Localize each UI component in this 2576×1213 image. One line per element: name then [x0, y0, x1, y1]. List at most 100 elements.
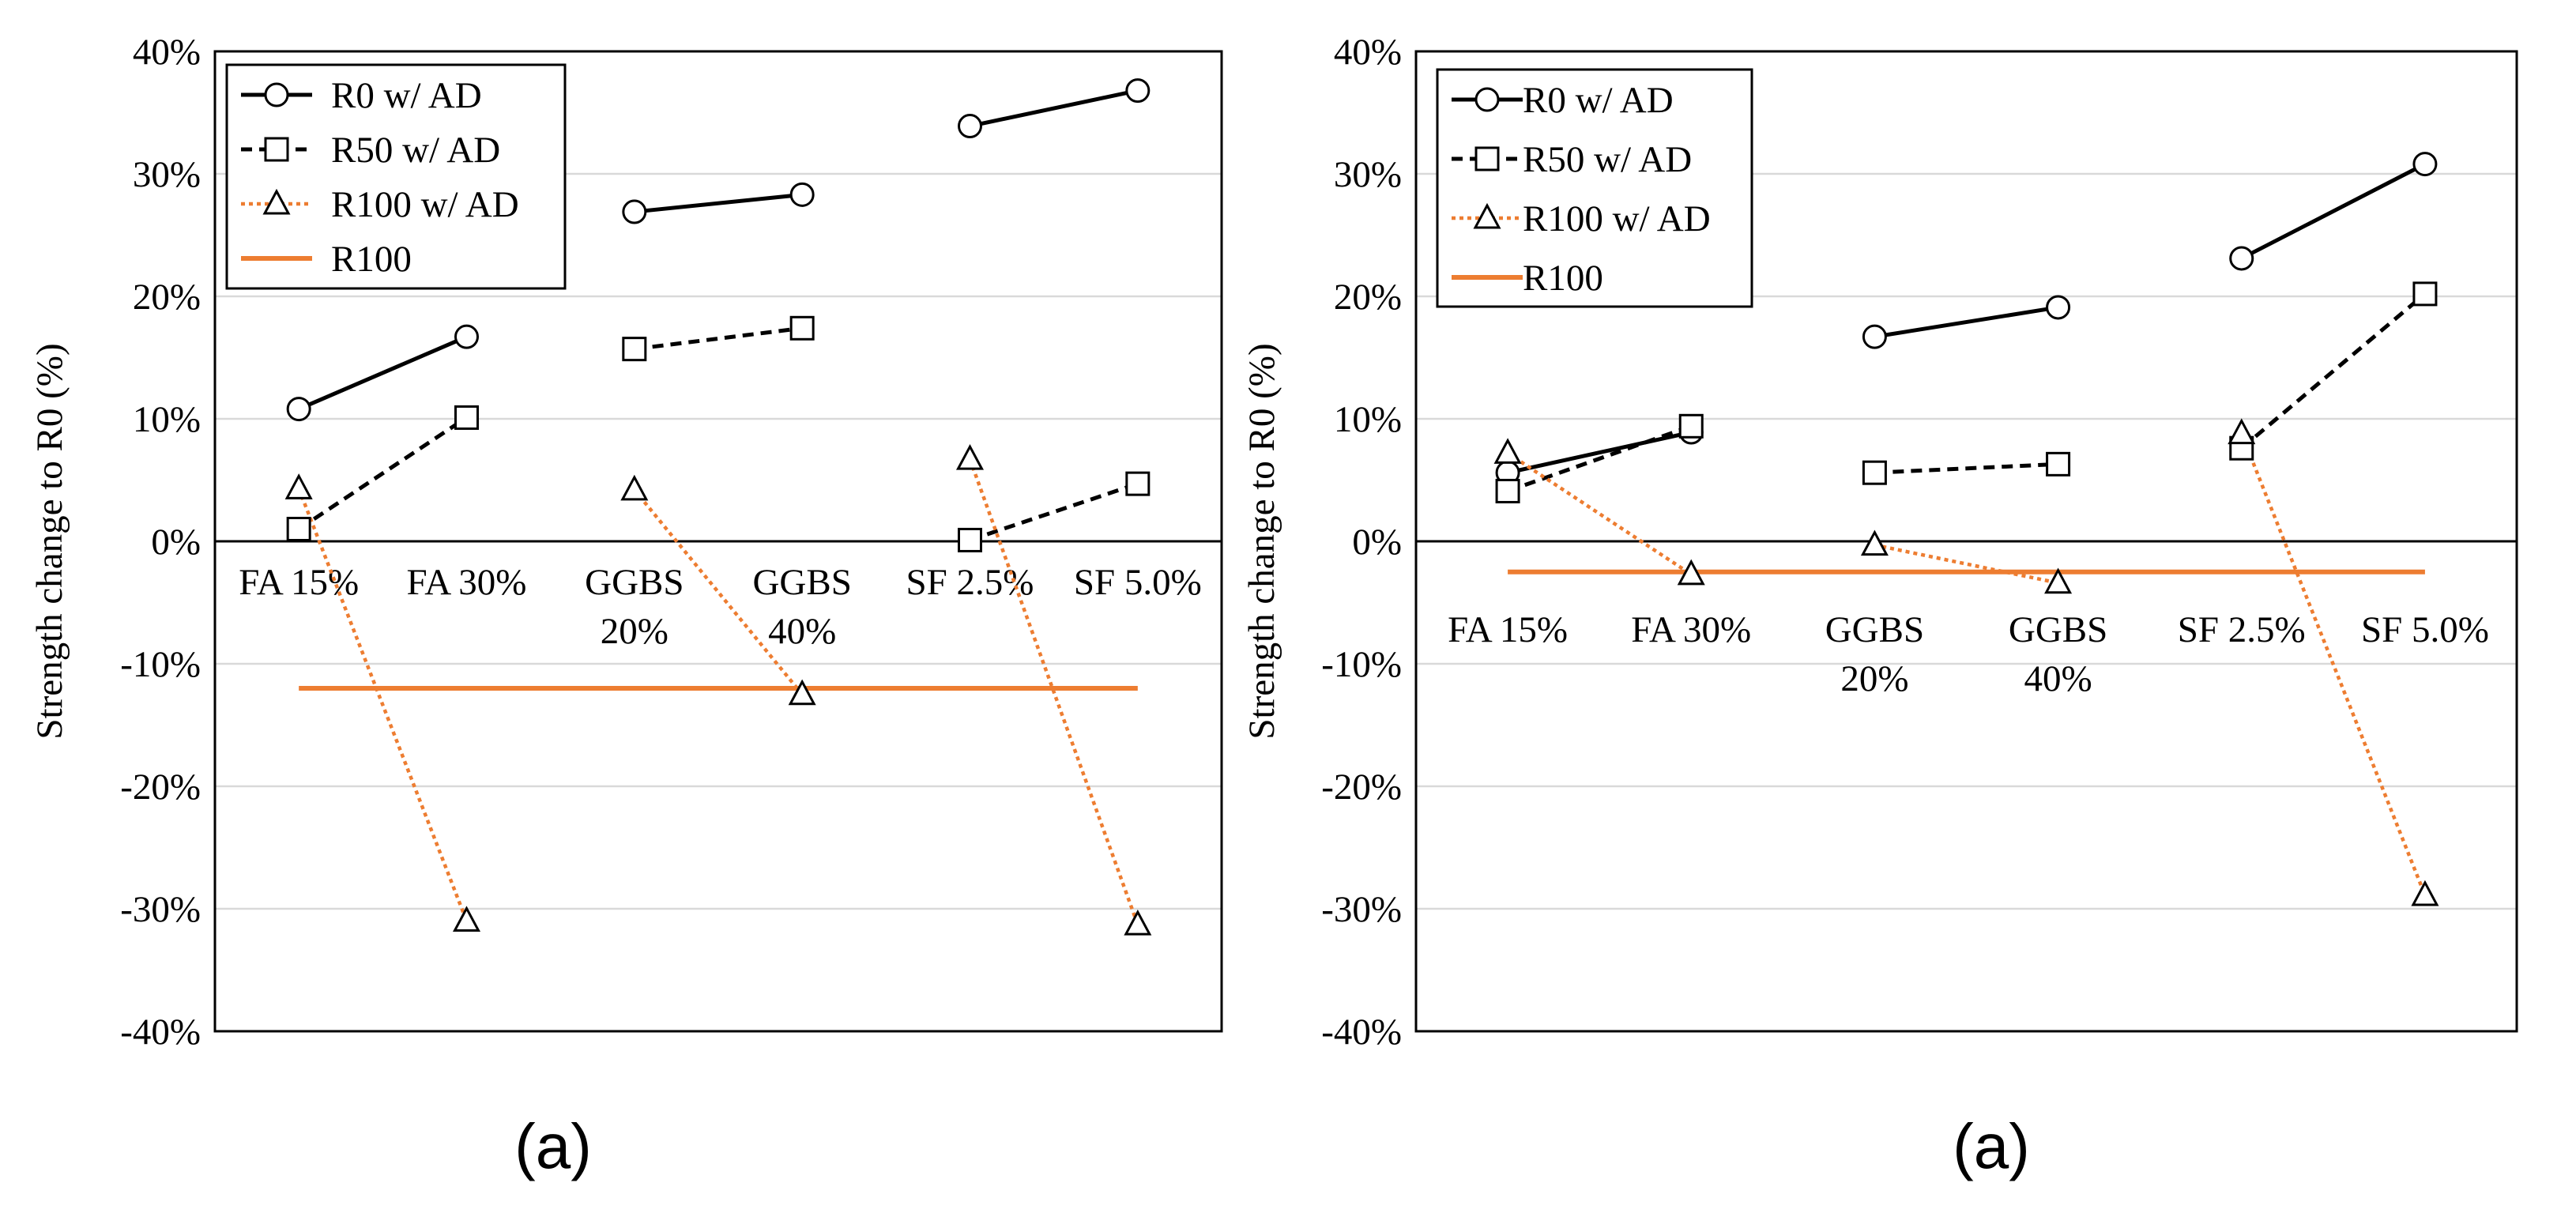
series-segment-line	[634, 192, 803, 214]
y-tick-label: 20%	[1334, 277, 1402, 318]
data-point-square	[1678, 413, 1704, 439]
data-point-triangle	[620, 474, 649, 501]
data-point-triangle	[2411, 880, 2439, 906]
legend-label: R50 w/ AD	[1523, 139, 1692, 180]
data-point-circle	[622, 199, 647, 224]
data-point-square	[622, 337, 647, 362]
y-tick-label: -10%	[1321, 644, 1402, 685]
series-segment-line	[297, 488, 469, 922]
y-tick-label: -40%	[120, 1011, 201, 1053]
series-segment-line	[1507, 424, 1693, 493]
data-point-circle	[454, 324, 479, 349]
series-segment-line	[1874, 461, 2058, 475]
data-point-circle	[286, 397, 311, 422]
data-point-square	[2046, 451, 2071, 477]
y-tick-label: 30%	[133, 154, 201, 195]
series-segment-line	[297, 416, 468, 531]
legend-marker	[1474, 146, 1500, 171]
legend-marker	[1474, 87, 1500, 112]
legend-label: R100	[1523, 258, 1603, 299]
legend-label: R0 w/ AD	[331, 75, 482, 116]
x-category-line: GGBS	[1825, 609, 1924, 650]
legend-label: R100	[331, 239, 412, 280]
data-point-square	[789, 315, 815, 341]
legend-marker	[262, 188, 291, 215]
legend-box	[225, 63, 567, 290]
data-point-triangle	[284, 473, 313, 499]
data-point-circle	[2412, 152, 2438, 177]
series-segment-line	[1506, 451, 1693, 576]
x-category-line: SF 2.5%	[2178, 609, 2306, 650]
series-segment-line	[968, 458, 1139, 925]
data-point-square	[454, 405, 479, 430]
series-segment-line	[1874, 305, 2058, 339]
x-category-label: SF 2.5%	[2178, 609, 2306, 650]
x-category-line: SF 5.0%	[1074, 562, 1202, 603]
series-segment-line	[969, 89, 1139, 128]
y-tick-label: -40%	[1321, 1011, 1402, 1053]
legend-label: R50 w/ AD	[331, 130, 500, 171]
data-point-triangle	[788, 679, 816, 706]
x-category-label: GGBS 40%	[752, 562, 851, 652]
legend-label: R100 w/ AD	[1523, 198, 1711, 239]
y-tick-label: 10%	[133, 399, 201, 440]
x-category-line: 20%	[1840, 658, 1908, 699]
x-category-line: SF 5.0%	[2361, 609, 2489, 650]
series-segment-line	[969, 481, 1139, 542]
data-point-triangle	[2228, 418, 2256, 445]
x-category-label: SF 5.0%	[1074, 562, 1202, 603]
y-tick-label: -30%	[120, 889, 201, 930]
data-point-circle	[958, 114, 982, 139]
data-point-circle	[1862, 324, 1887, 349]
series-segment-line	[2240, 292, 2427, 450]
x-category-label: SF 5.0%	[2361, 609, 2489, 650]
x-category-label: FA 30%	[1631, 609, 1751, 650]
y-tick-label: -30%	[1321, 889, 1402, 930]
y-tick-label: 0%	[151, 522, 201, 563]
plot-frame	[1414, 50, 2518, 1033]
series-segment-line	[2240, 162, 2427, 261]
legend-marker	[1473, 202, 1501, 229]
x-category-label: GGBS 20%	[1825, 609, 1924, 699]
y-tick-label: 0%	[1352, 522, 1402, 563]
x-category-line: 40%	[768, 611, 836, 652]
y-tick-label: 20%	[133, 277, 201, 318]
series-segment-line	[1874, 543, 2059, 585]
chart-a-right: -40% -30% -20% -10% 0% 10% 20% 30% 40% Strength c…	[1241, 32, 2518, 1053]
data-point-square	[1495, 478, 1520, 503]
x-category-line: GGBS	[2009, 609, 2107, 650]
x-category-line: FA 30%	[407, 562, 527, 603]
data-point-circle	[2046, 295, 2071, 320]
data-point-square	[1125, 471, 1151, 496]
y-tick-label: 30%	[1334, 154, 1402, 195]
caption-left: (a)	[514, 1111, 592, 1181]
data-point-square	[1862, 460, 1887, 485]
data-point-circle	[789, 182, 815, 207]
x-category-label: FA 15%	[1448, 609, 1568, 650]
x-category-line: GGBS	[752, 562, 851, 603]
x-category-line: GGBS	[585, 562, 684, 603]
data-point-triangle	[1124, 909, 1152, 936]
data-point-circle	[2229, 246, 2254, 271]
series-segment-line	[634, 326, 803, 352]
chart-a-left: -40% -30% -20% -10% 0% 10% 20% 30% 40% Strength c…	[29, 32, 1223, 1053]
y-axis-label: Strength change to R0 (%)	[29, 343, 70, 739]
x-category-label: FA 30%	[407, 562, 527, 603]
series-segment-line	[1507, 430, 1692, 475]
x-category-line: FA 15%	[1448, 609, 1568, 650]
x-category-label: GGBS 40%	[2009, 609, 2107, 699]
plot-frame	[213, 50, 1223, 1033]
x-category-label: SF 2.5%	[906, 562, 1034, 603]
x-category-line: 20%	[601, 611, 668, 652]
legend-marker	[264, 137, 289, 162]
data-point-square	[2412, 281, 2438, 307]
y-tick-label: -10%	[120, 644, 201, 685]
x-category-label: FA 15%	[239, 562, 359, 603]
data-point-square	[958, 527, 982, 552]
series-segment-line	[2239, 432, 2427, 896]
data-point-triangle	[1493, 438, 1522, 464]
y-tick-label: 40%	[133, 32, 201, 73]
series-segment-line	[298, 334, 468, 411]
x-category-line: FA 15%	[239, 562, 359, 603]
